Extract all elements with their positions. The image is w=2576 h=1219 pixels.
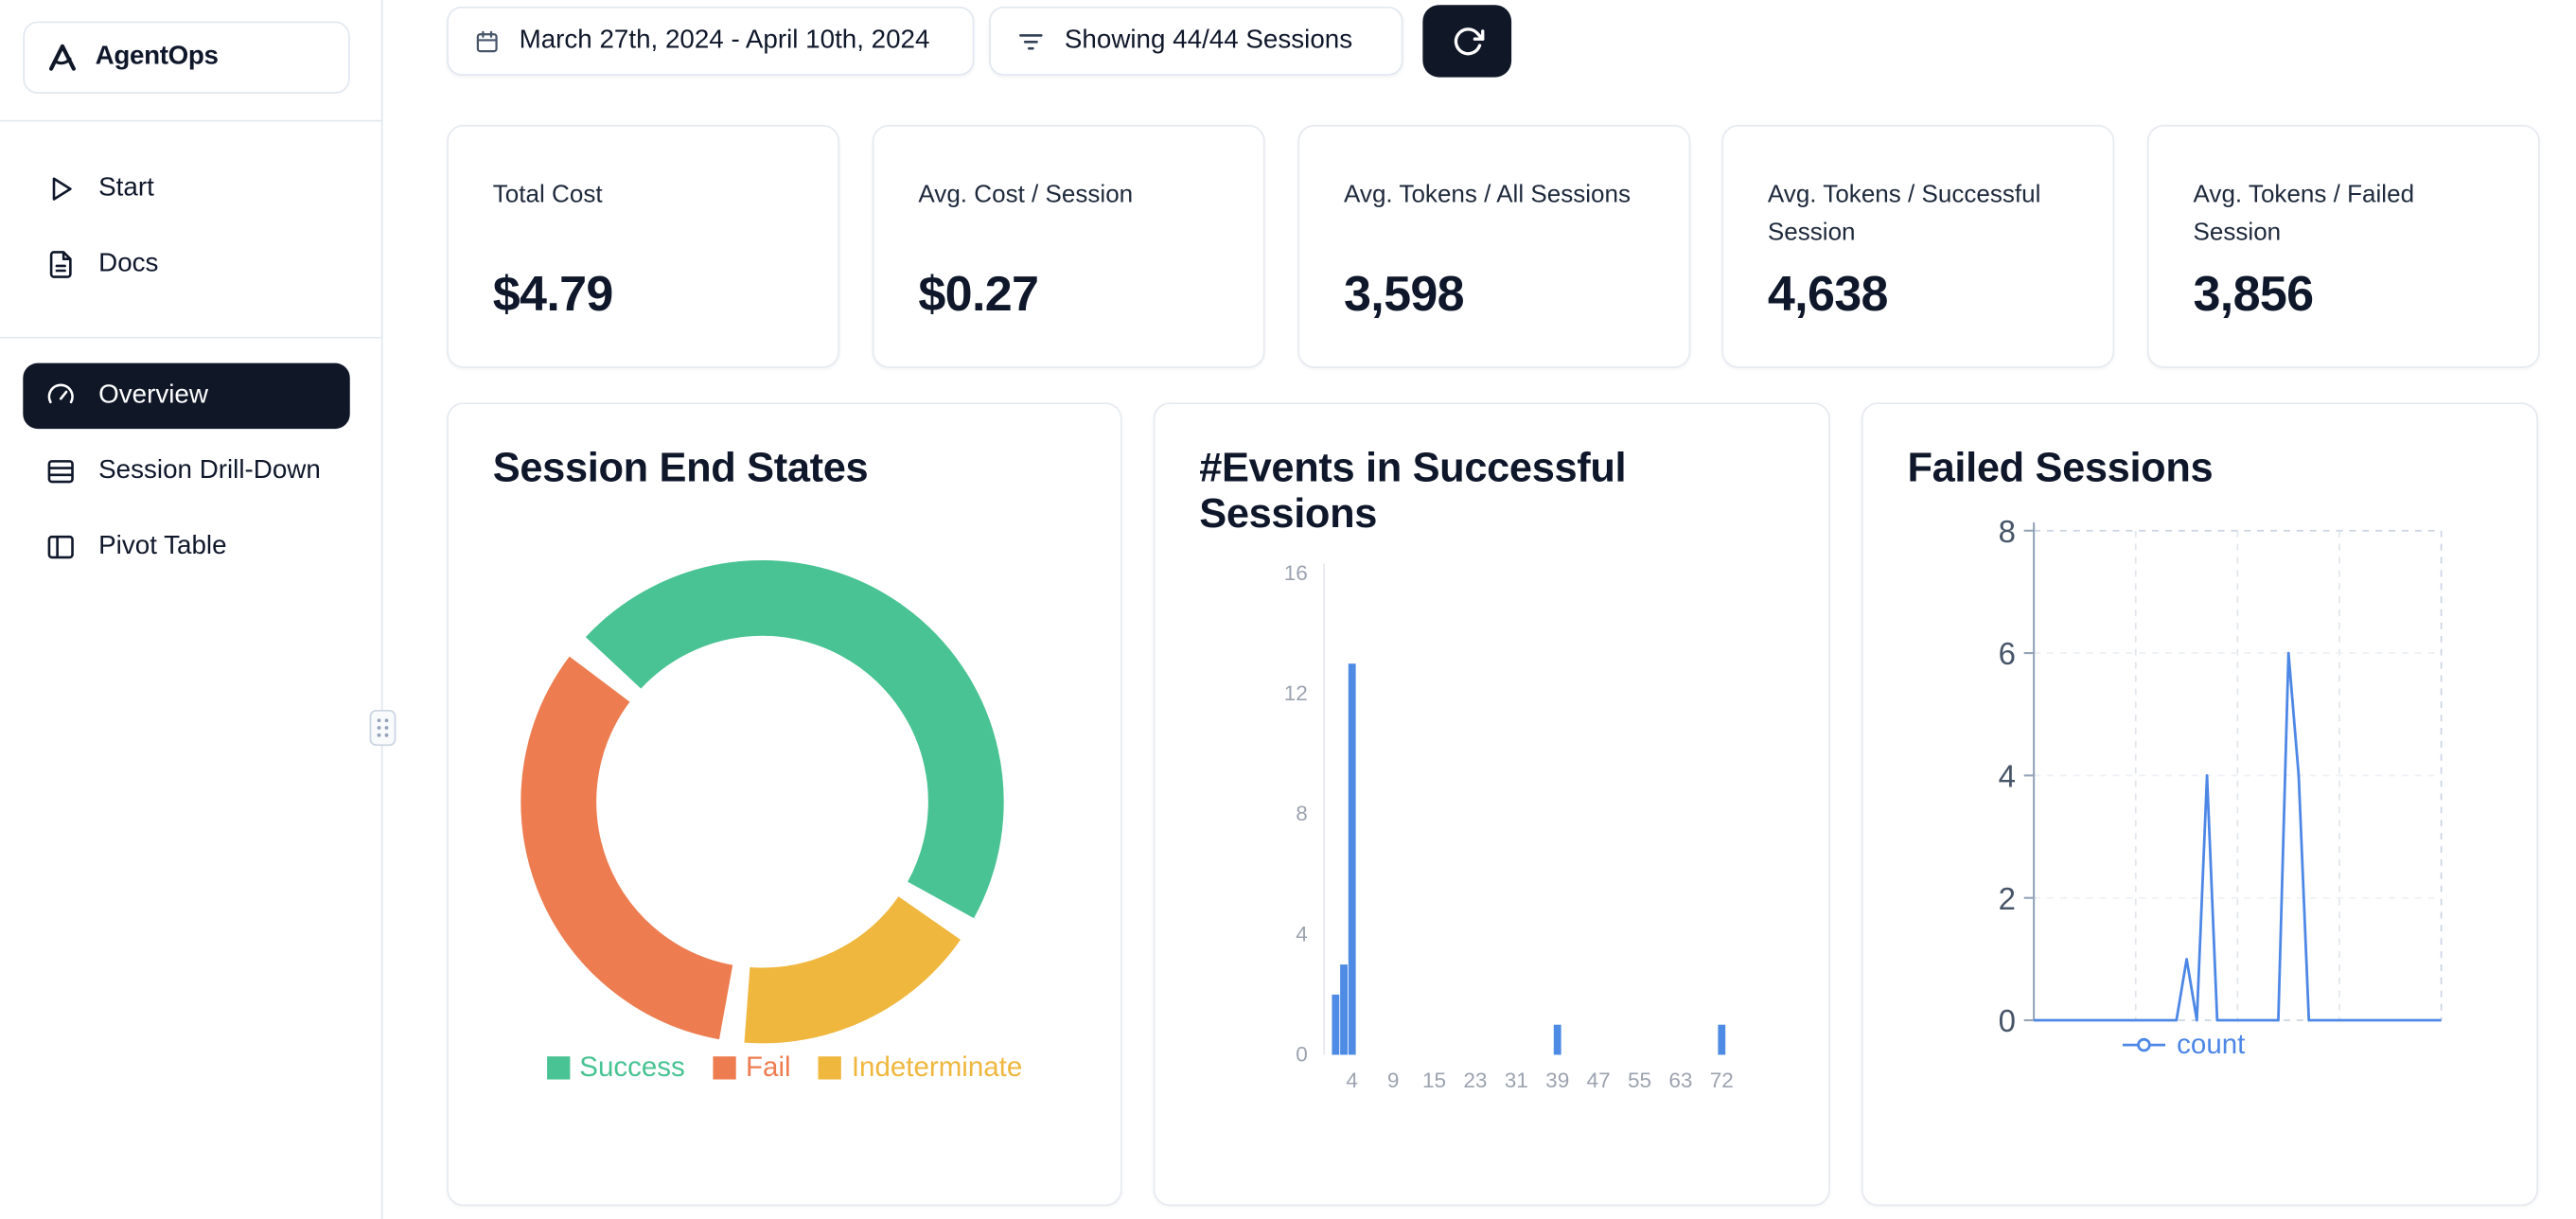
stat-card-total-cost: Total Cost $4.79 — [447, 124, 840, 368]
svg-text:8: 8 — [1999, 514, 2016, 549]
sidebar-item-start[interactable]: Start — [23, 156, 349, 221]
agentops-logo-icon — [48, 44, 76, 71]
sidebar-item-pivot-table[interactable]: Pivot Table — [23, 514, 349, 579]
svg-text:47: 47 — [1587, 1069, 1611, 1092]
stat-card-avg-tokens-all: Avg. Tokens / All Sessions 3,598 — [1297, 124, 1691, 368]
stat-card-avg-tokens-failed: Avg. Tokens / Failed Session 3,856 — [2146, 124, 2540, 368]
sidebar-item-label: Start — [98, 174, 154, 203]
svg-text:23: 23 — [1463, 1069, 1487, 1092]
svg-text:6: 6 — [1999, 636, 2016, 671]
sidebar-resize-handle[interactable] — [369, 709, 397, 747]
sessions-filter-label: Showing 44/44 Sessions — [1064, 26, 1353, 55]
sidebar-item-overview[interactable]: Overview — [23, 362, 350, 430]
count-legend[interactable]: count — [2122, 1028, 2246, 1062]
svg-text:0: 0 — [1296, 1042, 1308, 1066]
svg-text:15: 15 — [1422, 1069, 1446, 1092]
stat-value: 3,598 — [1344, 267, 1465, 323]
legend-item-indeterminate[interactable]: Indeterminate — [819, 1051, 1022, 1085]
rows-icon — [47, 460, 74, 484]
sidebar-item-label: Docs — [98, 249, 159, 278]
grip-dots-icon — [377, 718, 389, 737]
sidebar-item-docs[interactable]: Docs — [23, 232, 349, 297]
svg-text:39: 39 — [1545, 1069, 1569, 1092]
sidebar-item-label: Pivot Table — [98, 532, 227, 560]
refresh-icon — [1453, 26, 1484, 55]
events-bar-chart[interactable]: 0 4 8 12 16 4 9 15 23 31 39 47 55 63 72 — [1155, 404, 1831, 1208]
sessions-filter-button[interactable]: Showing 44/44 Sessions — [989, 6, 1403, 76]
calendar-icon — [476, 29, 498, 52]
svg-text:55: 55 — [1628, 1069, 1651, 1092]
svg-text:31: 31 — [1505, 1069, 1528, 1092]
svg-text:72: 72 — [1710, 1069, 1734, 1092]
legend-item-success[interactable]: Success — [546, 1051, 685, 1085]
svg-text:4: 4 — [1296, 922, 1308, 945]
svg-text:9: 9 — [1387, 1069, 1400, 1092]
chart-title: #Events in Successful Sessions — [1199, 445, 1627, 538]
donut-legend: Success Fail Indeterminate — [449, 1051, 1120, 1085]
svg-text:4: 4 — [1346, 1069, 1358, 1092]
session-end-states-card: Session End States Success Fail Indeterm… — [447, 402, 1122, 1207]
svg-text:63: 63 — [1668, 1069, 1692, 1092]
failed-sessions-card: Failed Sessions 0 2 4 6 8 count — [1861, 402, 2540, 1208]
chart-title: Session End States — [492, 445, 869, 492]
stat-label: Total Cost — [492, 180, 603, 209]
stat-card-avg-tokens-successful: Avg. Tokens / Successful Session 4,638 — [1721, 124, 2115, 368]
success-swatch-icon — [546, 1056, 570, 1080]
session-end-states-donut-chart[interactable] — [500, 539, 1026, 1065]
app-name: AgentOps — [95, 43, 219, 71]
stat-label: Avg. Cost / Session — [918, 180, 1134, 209]
app-logo[interactable]: AgentOps — [23, 21, 350, 94]
svg-text:8: 8 — [1296, 802, 1308, 825]
sidebar-item-label: Overview — [98, 380, 208, 410]
date-range-label: March 27th, 2024 - April 10th, 2024 — [519, 26, 930, 55]
svg-text:2: 2 — [1999, 881, 2016, 916]
stat-value: 3,856 — [2193, 267, 2315, 323]
svg-text:0: 0 — [1999, 1003, 2016, 1038]
fail-swatch-icon — [713, 1056, 736, 1080]
sidebar-divider — [0, 119, 381, 122]
count-line-marker-icon — [2122, 1037, 2166, 1052]
legend-label: Fail — [746, 1051, 791, 1084]
count-legend-label: count — [2177, 1028, 2246, 1060]
failed-sessions-line-chart[interactable]: 0 2 4 6 8 — [1863, 404, 2540, 1208]
docs-icon — [49, 251, 72, 278]
svg-text:4: 4 — [1999, 759, 2016, 794]
stat-value: 4,638 — [1767, 267, 1889, 323]
date-range-button[interactable]: March 27th, 2024 - April 10th, 2024 — [447, 6, 975, 76]
gauge-icon — [47, 383, 74, 404]
sidebar-item-label: Session Drill-Down — [98, 456, 321, 486]
sidebar-divider — [0, 336, 381, 339]
filter-icon — [1019, 33, 1043, 49]
columns-icon — [47, 535, 74, 559]
sidebar: AgentOps Start Docs Overview — [0, 0, 383, 1219]
events-in-successful-sessions-card: #Events in Successful Sessions 0 4 8 12 16 4 9… — [1153, 402, 1831, 1208]
stat-label: Avg. Tokens / All Sessions — [1344, 180, 1632, 209]
chart-title: Failed Sessions — [1907, 445, 2214, 492]
sidebar-item-session-drill-down[interactable]: Session Drill-Down — [23, 439, 349, 504]
indeterminate-swatch-icon — [819, 1056, 842, 1080]
stat-card-avg-cost: Avg. Cost / Session $0.27 — [872, 124, 1265, 368]
stat-label: Avg. Tokens / Failed Session — [2193, 180, 2415, 247]
stat-value: $0.27 — [918, 267, 1039, 323]
play-icon — [52, 177, 72, 201]
svg-text:16: 16 — [1284, 561, 1308, 585]
svg-text:12: 12 — [1284, 681, 1308, 705]
refresh-button[interactable] — [1422, 5, 1512, 78]
legend-label: Indeterminate — [851, 1051, 1023, 1084]
stat-label: Avg. Tokens / Successful Session — [1767, 180, 2041, 247]
legend-item-fail[interactable]: Fail — [713, 1051, 791, 1085]
stat-value: $4.79 — [492, 267, 614, 323]
legend-label: Success — [579, 1051, 685, 1084]
